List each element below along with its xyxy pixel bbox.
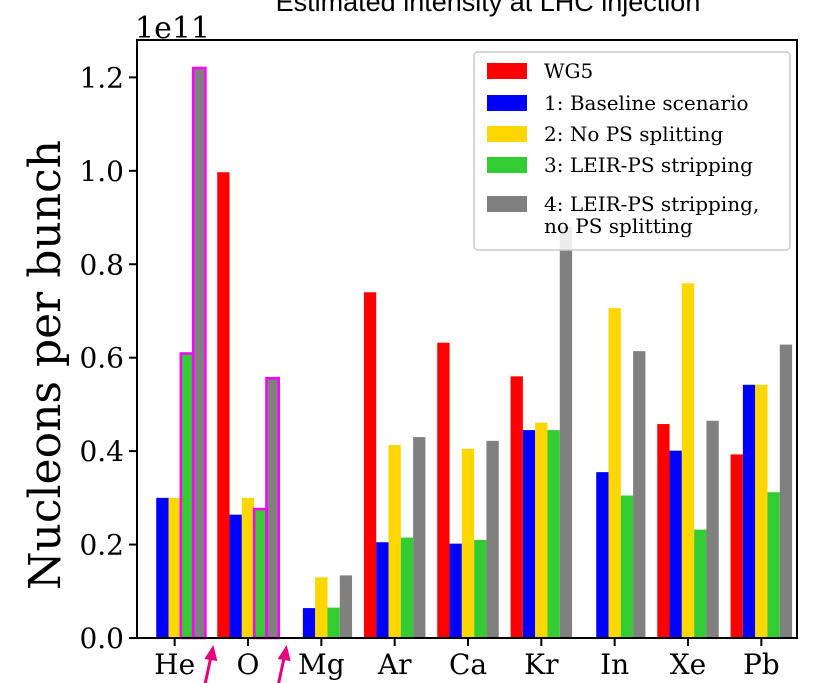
x-axis: He O Mg Ar Ca Kr In Xe Pb xyxy=(154,638,780,681)
legend-label-3: 3: LEIR-PS stripping xyxy=(544,153,753,177)
legend-label-1: 1: Baseline scenario xyxy=(544,91,749,115)
bar-o-series-2 xyxy=(241,497,255,638)
bar-ca-series-3 xyxy=(474,539,487,638)
bars-group xyxy=(156,68,793,639)
arrow-annotation-o xyxy=(277,645,291,683)
bar-xe-series-1 xyxy=(669,450,682,638)
x-tick-label-he: He xyxy=(154,648,195,681)
legend-label-2: 2: No PS splitting xyxy=(544,122,723,146)
annotation-arrows xyxy=(203,645,291,683)
y-axis: 0.0 0.2 0.4 0.6 0.8 1.0 1.2 xyxy=(79,61,137,655)
bar-ar-series-0 xyxy=(363,292,377,638)
bar-mg-series-1 xyxy=(302,608,316,638)
x-tick-label-xe: Xe xyxy=(670,648,707,681)
bar-ar-series-1 xyxy=(376,542,389,638)
y-tick-label: 0.4 xyxy=(79,435,124,468)
legend-swatch-4 xyxy=(487,196,527,212)
bar-o-series-0 xyxy=(217,172,230,638)
bar-pb-series-0 xyxy=(730,454,743,638)
bar-xe-series-3 xyxy=(694,529,707,638)
bar-ca-series-4 xyxy=(486,440,499,638)
bar-he-series-3 xyxy=(180,353,194,638)
legend-label-0: WG5 xyxy=(544,59,593,83)
x-tick-label-ca: Ca xyxy=(449,648,487,681)
bar-ca-series-1 xyxy=(449,543,462,638)
x-tick-label-kr: Kr xyxy=(524,648,559,681)
bar-mg-series-3 xyxy=(327,607,340,638)
chart-title: Estimated intensity at LHC injection xyxy=(276,0,701,17)
x-tick-label-in: In xyxy=(600,648,629,681)
bar-in-series-1 xyxy=(596,472,609,638)
bar-kr-series-4 xyxy=(559,226,573,639)
bar-kr-series-1 xyxy=(522,430,536,638)
bar-o-series-4 xyxy=(266,378,279,638)
legend-swatch-3 xyxy=(487,157,527,173)
bar-ar-series-3 xyxy=(400,537,414,638)
legend-swatch-0 xyxy=(487,63,527,79)
y-tick-label: 0.2 xyxy=(79,529,124,562)
bar-he-series-2 xyxy=(168,497,181,638)
x-tick-label-pb: Pb xyxy=(743,648,780,681)
bar-o-series-3 xyxy=(254,509,267,638)
bar-he-series-1 xyxy=(156,497,169,638)
bar-pb-series-1 xyxy=(742,384,756,638)
arrow-annotation-he xyxy=(203,645,218,683)
y-tick-label: 0.8 xyxy=(79,248,124,281)
bar-ca-series-2 xyxy=(461,448,475,638)
bar-ca-series-0 xyxy=(437,342,450,638)
legend-label-4: 4: LEIR-PS stripping, no PS splitting xyxy=(544,192,759,238)
bar-kr-series-3 xyxy=(547,430,560,638)
bar-o-series-1 xyxy=(229,514,242,638)
legend: WG5 1: Baseline scenario 2: No PS splittin… xyxy=(473,51,791,251)
bar-xe-series-2 xyxy=(681,283,695,638)
bar-ar-series-2 xyxy=(388,445,401,638)
bar-ar-series-4 xyxy=(413,437,426,638)
bar-in-series-2 xyxy=(608,308,621,638)
y-tick-label: 1.0 xyxy=(79,155,124,188)
legend-swatch-1 xyxy=(487,95,527,111)
x-tick-label-mg: Mg xyxy=(298,648,345,681)
y-tick-label: 0.0 xyxy=(79,622,124,655)
y-tick-label: 0.6 xyxy=(79,342,124,375)
legend-swatch-2 xyxy=(487,126,527,142)
bar-kr-series-2 xyxy=(535,422,548,638)
y-axis-label: Nucleons per bunch xyxy=(20,140,71,590)
bar-xe-series-4 xyxy=(706,420,719,638)
x-tick-label-o: O xyxy=(237,648,260,681)
bar-pb-series-3 xyxy=(767,492,780,638)
bar-xe-series-0 xyxy=(657,424,670,638)
bar-pb-series-2 xyxy=(755,384,768,638)
bar-pb-series-4 xyxy=(779,344,793,638)
bar-in-series-4 xyxy=(633,351,646,638)
bar-he-series-4 xyxy=(193,68,206,638)
bar-mg-series-2 xyxy=(315,577,328,638)
bar-kr-series-0 xyxy=(510,376,523,638)
bar-mg-series-4 xyxy=(339,575,353,638)
bar-in-series-3 xyxy=(620,495,634,638)
legend-box xyxy=(473,51,791,251)
y-tick-label: 1.2 xyxy=(79,61,124,94)
x-tick-label-ar: Ar xyxy=(377,648,412,681)
